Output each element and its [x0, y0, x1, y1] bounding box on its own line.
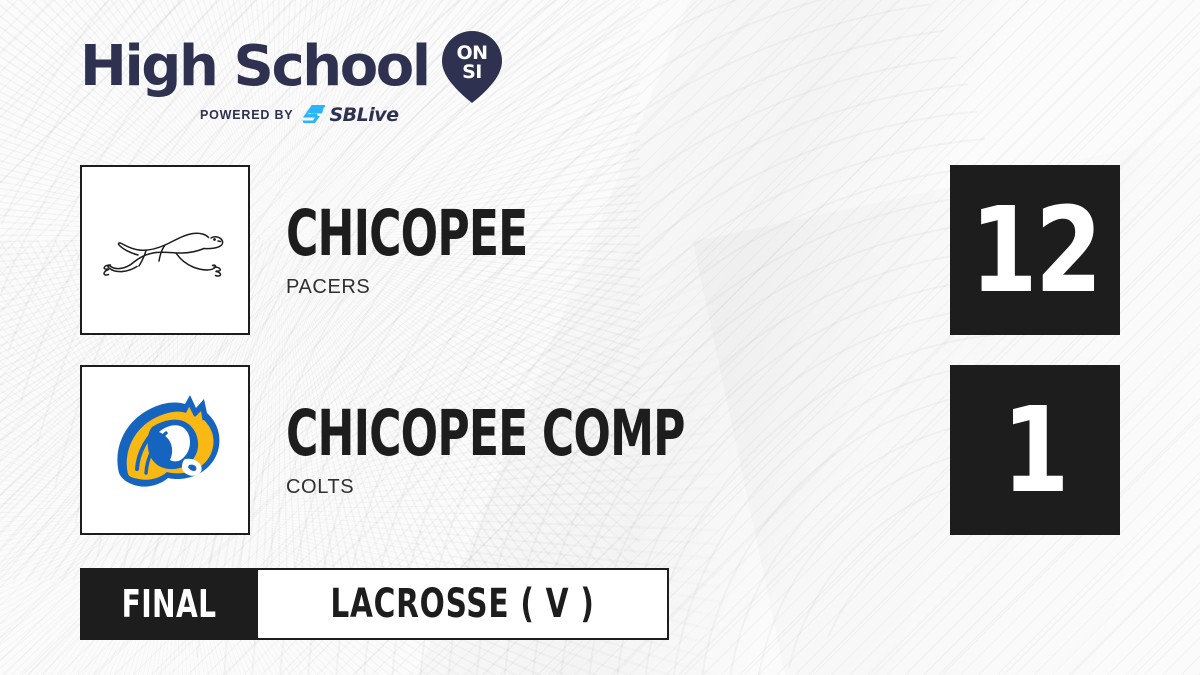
sblive-s-icon — [302, 105, 326, 123]
game-state-badge: FINAL — [80, 568, 259, 640]
team-text-block: CHICOPEE PACERS — [286, 165, 631, 335]
team-text-block: CHICOPEE COMP COLTS — [286, 365, 855, 535]
sblive-logo: SBLive — [302, 104, 399, 126]
brand-logo-row: High School ON SI — [80, 31, 520, 103]
team-name: CHICOPEE — [286, 196, 528, 270]
sblive-wordmark: SBLive — [329, 104, 399, 126]
team-mascot: PACERS — [286, 275, 371, 298]
on-si-pin-line2: SI — [462, 61, 482, 83]
team-mascot: COLTS — [286, 475, 355, 498]
team-score-box: 1 — [950, 365, 1120, 535]
sport-label-box: LACROSSE ( V ) — [258, 568, 670, 640]
team-name: CHICOPEE COMP — [286, 396, 685, 470]
team-logo-box — [80, 165, 250, 335]
team-logo-box — [80, 365, 250, 535]
greyhound-logo-icon — [103, 232, 224, 277]
colt-horse-logo-icon — [113, 391, 223, 491]
team-row: CHICOPEE PACERS 12 — [80, 165, 1120, 335]
game-status-bar: FINAL LACROSSE ( V ) — [80, 568, 670, 640]
brand-wordmark: High School — [80, 34, 431, 99]
team-score: 12 — [970, 181, 1102, 319]
game-state-label: FINAL — [121, 582, 217, 626]
on-si-pin-line1: ON — [456, 42, 487, 64]
team-row: CHICOPEE COMP COLTS 1 — [80, 365, 1120, 535]
powered-by-row: POWERED BY SBLive — [200, 104, 520, 126]
on-si-pin-icon: ON SI — [441, 30, 503, 104]
brand-header: High School ON SI POWERED BY SBLive — [80, 31, 520, 126]
team-score-box: 12 — [950, 165, 1120, 335]
powered-by-label: POWERED BY — [200, 108, 294, 122]
sport-label: LACROSSE ( V ) — [330, 581, 595, 627]
team-score: 1 — [1002, 381, 1070, 519]
